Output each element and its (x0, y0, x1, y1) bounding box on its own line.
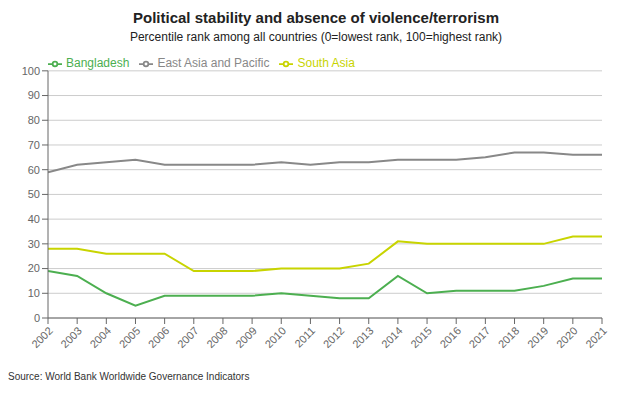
html-text:Percentile rank among all coun: Percentile rank among all countries (0=l… (129, 30, 503, 44)
svg-text:2006: 2006 (146, 324, 172, 350)
svg-text:50: 50 (28, 188, 40, 200)
html-text:Source: World Bank Worldwide G: Source: World Bank Worldwide Governance … (8, 371, 250, 382)
svg-text:60: 60 (28, 164, 40, 176)
svg-text:30: 30 (28, 238, 40, 250)
svg-text:70: 70 (28, 139, 40, 151)
svg-text:2008: 2008 (204, 324, 230, 350)
svg-text:2005: 2005 (117, 324, 143, 350)
svg-text:10: 10 (28, 287, 40, 299)
html-text:East Asia and Pacific: East Asia and Pacific (157, 56, 270, 70)
svg-text:80: 80 (28, 114, 40, 126)
svg-text:2011: 2011 (292, 324, 317, 349)
svg-text:2014: 2014 (379, 324, 405, 350)
svg-text:2017: 2017 (467, 324, 493, 350)
svg-text:2010: 2010 (262, 324, 288, 350)
svg-text:2007: 2007 (175, 324, 201, 350)
svg-text:90: 90 (28, 89, 40, 101)
svg-text:20: 20 (28, 262, 40, 274)
svg-text:2015: 2015 (408, 324, 434, 350)
svg-text:0: 0 (34, 312, 40, 324)
svg-text:2009: 2009 (233, 324, 259, 350)
svg-text:2019: 2019 (525, 324, 551, 350)
svg-text:2018: 2018 (496, 324, 522, 350)
svg-text:2012: 2012 (321, 324, 347, 350)
html-text:Bangladesh: Bangladesh (66, 56, 130, 70)
svg-text:2003: 2003 (58, 324, 84, 350)
svg-text:2013: 2013 (350, 324, 376, 350)
svg-text:100: 100 (22, 65, 40, 77)
html-text:Political stability and absenc: Political stability and absence of viole… (133, 9, 499, 26)
svg-text:2004: 2004 (87, 324, 113, 350)
svg-text:2020: 2020 (554, 324, 580, 350)
svg-text:2002: 2002 (29, 324, 55, 350)
html-text:South Asia: South Asia (297, 56, 355, 70)
svg-text:2021: 2021 (583, 324, 609, 350)
svg-text:2016: 2016 (437, 324, 463, 350)
svg-text:40: 40 (28, 213, 40, 225)
